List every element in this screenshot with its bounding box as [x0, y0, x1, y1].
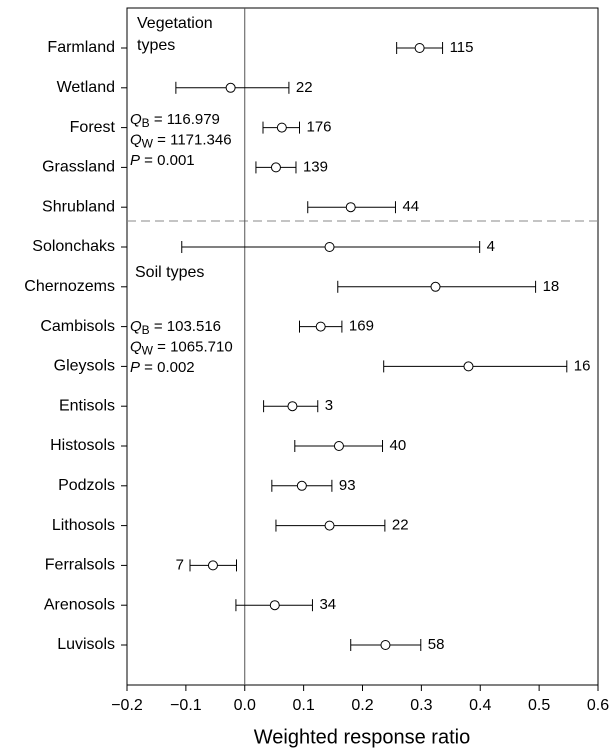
y-tick-label: Arenosols: [44, 596, 115, 613]
stat-symbol: Q: [130, 111, 142, 128]
n-label: 169: [349, 318, 374, 335]
point: [380, 640, 391, 650]
y-tick-label: Lithosols: [52, 517, 115, 534]
stat-value: = 1171.346: [153, 131, 232, 148]
x-tick-label: 0.6: [587, 697, 609, 714]
n-label: 7: [176, 556, 184, 573]
n-label: 16: [574, 357, 591, 374]
y-tick-label: Forest: [70, 119, 116, 136]
stat-value: = 0.001: [140, 152, 195, 169]
stat-value: = 1065.710: [153, 338, 233, 355]
n-label: 176: [307, 119, 332, 136]
stat-text: QW = 1065.710: [130, 338, 233, 357]
y-tick-label: Luvisols: [57, 636, 115, 653]
point: [324, 520, 335, 531]
stat-text: P = 0.002: [130, 359, 195, 376]
stat-value: = 103.516: [150, 318, 221, 335]
stat-symbol: P: [130, 152, 140, 169]
x-tick-label: −0.2: [111, 697, 143, 714]
n-label: 58: [428, 636, 445, 653]
stat-symbol: Q: [130, 131, 142, 148]
point: [324, 242, 335, 252]
x-tick-label: 0.2: [351, 697, 373, 714]
y-tick-label: Wetland: [57, 79, 115, 96]
point: [463, 361, 474, 372]
annotation: Vegetation types: [137, 15, 213, 54]
stat-symbol: Q: [130, 318, 142, 335]
point: [315, 321, 326, 332]
stat-subscript: W: [142, 137, 154, 151]
x-tick-label: 0.1: [293, 697, 315, 714]
stat-subscript: B: [142, 116, 150, 130]
y-tick-label: Chernozems: [24, 278, 115, 295]
y-tick-label: Ferralsols: [45, 557, 115, 574]
y-tick-label: Gleysols: [54, 358, 115, 375]
x-axis-label: Weighted response ratio: [254, 726, 470, 748]
point: [225, 82, 236, 93]
stat-value: = 116.979: [150, 111, 220, 128]
x-tick-label: −0.1: [170, 697, 202, 714]
point: [270, 162, 281, 173]
stat-symbol: Q: [130, 338, 142, 355]
n-label: 22: [296, 79, 313, 96]
stat-subscript: B: [142, 323, 150, 337]
y-tick-label: Cambisols: [40, 318, 115, 335]
n-label: 22: [392, 517, 409, 534]
point: [345, 202, 356, 213]
annotation: Soil types: [135, 264, 205, 281]
n-label: 18: [543, 278, 560, 295]
n-label: 115: [450, 39, 474, 56]
n-label: 93: [339, 477, 356, 494]
n-label: 34: [319, 596, 336, 613]
stat-text: P = 0.001: [130, 152, 195, 169]
x-tick-label: 0.3: [410, 697, 432, 714]
point: [276, 122, 287, 133]
y-tick-label: Shrubland: [42, 198, 115, 215]
stat-value: = 0.002: [140, 359, 195, 376]
y-tick-label: Histosols: [50, 437, 115, 454]
x-tick-label: 0.0: [234, 697, 256, 714]
stat-text: QB = 116.979: [130, 111, 220, 130]
stat-text: QW = 1171.346: [130, 131, 232, 150]
y-tick-label: Farmland: [47, 39, 115, 56]
n-label: 40: [390, 437, 407, 454]
n-label: 3: [325, 397, 333, 414]
stat-subscript: W: [142, 344, 154, 358]
n-label: 44: [402, 198, 419, 215]
point: [333, 441, 344, 451]
n-label: 139: [303, 158, 328, 175]
n-label: 4: [487, 238, 495, 255]
point: [414, 43, 425, 53]
point: [269, 600, 280, 611]
point: [287, 401, 298, 412]
point: [296, 480, 307, 491]
x-tick-label: 0.5: [528, 697, 550, 714]
y-tick-label: Grassland: [42, 159, 115, 176]
x-tick-label: 0.4: [469, 697, 491, 714]
y-tick-label: Podzols: [58, 477, 115, 494]
y-tick-label: Entisols: [59, 397, 115, 414]
y-tick-label: Solonchaks: [32, 238, 115, 255]
stat-symbol: P: [130, 359, 140, 376]
point: [430, 281, 441, 292]
point: [207, 560, 218, 571]
stat-text: QB = 103.516: [130, 318, 221, 337]
